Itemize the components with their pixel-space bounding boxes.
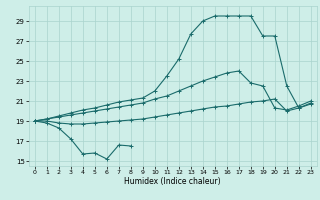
X-axis label: Humidex (Indice chaleur): Humidex (Indice chaleur) xyxy=(124,177,221,186)
